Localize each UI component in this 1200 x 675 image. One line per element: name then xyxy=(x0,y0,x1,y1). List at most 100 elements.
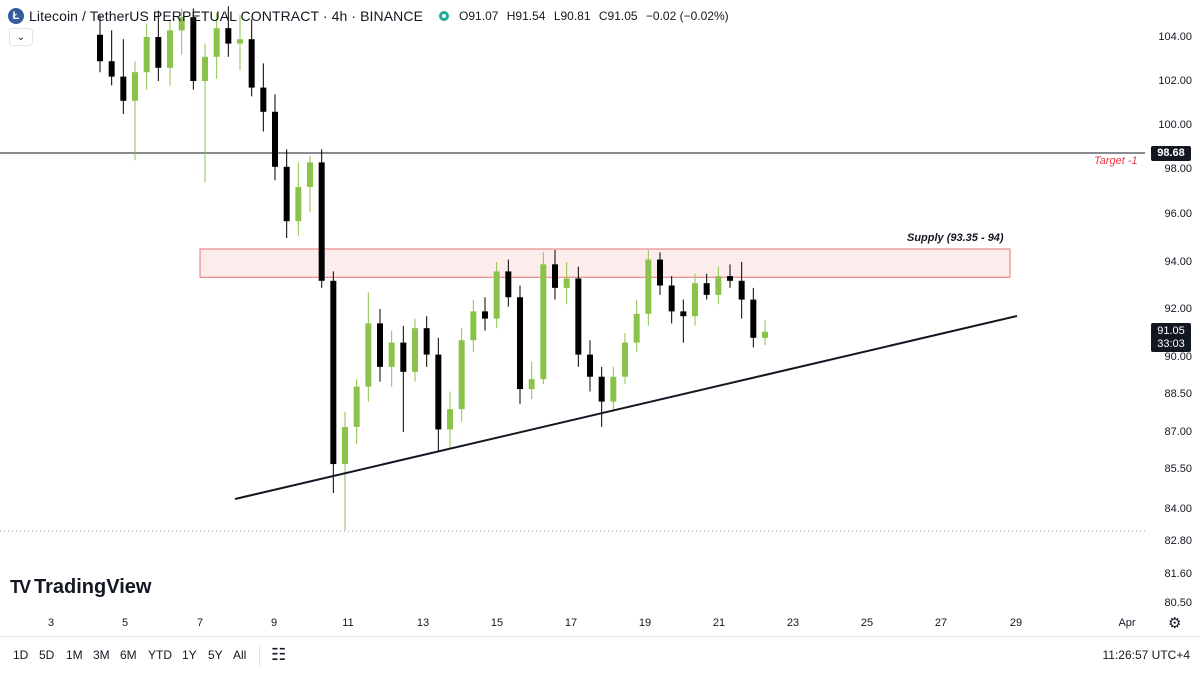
range-1m-button[interactable]: 1M xyxy=(66,648,83,662)
time-tick-label: 7 xyxy=(196,617,204,629)
tradingview-mark-icon: TV xyxy=(10,577,31,597)
toolbar-divider xyxy=(259,646,260,666)
candle-up xyxy=(143,37,150,73)
candle-up xyxy=(692,283,698,317)
price-tick-label: 98.00 xyxy=(1164,163,1192,175)
candle-up xyxy=(610,376,617,402)
candle-down xyxy=(225,28,232,44)
close-value: C91.05 xyxy=(598,9,638,23)
time-tick-label: 25 xyxy=(860,617,874,629)
candle-down xyxy=(260,87,267,112)
bar-countdown: 33:03 xyxy=(1157,338,1185,350)
candle-down xyxy=(680,311,687,317)
bottom-toolbar: 1D 5D 1M 3M 6M YTD 1Y 5Y All ☷ 11:26:57 … xyxy=(0,636,1200,675)
gear-icon[interactable]: ⚙ xyxy=(1168,615,1182,632)
range-3m-button[interactable]: 3M xyxy=(93,648,110,662)
candle-down xyxy=(423,328,430,355)
chart-pane[interactable] xyxy=(0,0,1145,610)
candle-down xyxy=(505,271,512,298)
candle-up xyxy=(458,340,465,410)
candle-up xyxy=(342,426,348,465)
candle-up xyxy=(202,56,208,81)
candle-down xyxy=(738,280,745,300)
time-tick-label: 13 xyxy=(416,617,430,629)
candle-down xyxy=(377,323,383,367)
high-value: H91.54 xyxy=(506,9,546,23)
candle-up xyxy=(132,72,138,101)
candle-down xyxy=(587,354,593,377)
ohlc-readout: O91.07 H91.54 L90.81 C91.05 −0.02 (−0.02… xyxy=(459,9,734,23)
last-price-value: 91.05 xyxy=(1157,325,1185,337)
low-value: L90.81 xyxy=(553,9,591,23)
supply-zone-rect xyxy=(199,248,1011,278)
range-1y-button[interactable]: 1Y xyxy=(182,648,197,662)
last-price-badge: 91.05 33:03 xyxy=(1151,323,1191,352)
candle-up xyxy=(622,342,628,377)
price-tick-label: 92.00 xyxy=(1164,303,1192,315)
level-price-label: 98.68 xyxy=(1151,146,1191,161)
price-axis[interactable]: 104.00 102.00 100.00 98.00 96.00 94.00 92.00 90… xyxy=(1145,0,1200,610)
candle-up xyxy=(412,328,418,372)
open-value: O91.07 xyxy=(459,9,499,23)
price-tick-label: 84.00 xyxy=(1164,503,1192,515)
candle-up xyxy=(237,39,243,44)
time-tick-label: 3 xyxy=(47,617,55,629)
range-1d-button[interactable]: 1D xyxy=(13,648,29,662)
candle-down xyxy=(668,285,675,312)
calendar-range-icon[interactable]: ☷ xyxy=(271,645,287,664)
time-tick-label: 19 xyxy=(638,617,652,629)
time-tick-label: Apr xyxy=(1118,617,1136,629)
litecoin-logo-icon: Ł xyxy=(8,8,24,24)
price-tick-label: 104.00 xyxy=(1158,31,1192,43)
candle-down xyxy=(703,283,710,295)
tradingview-logo[interactable]: TV TradingView xyxy=(10,576,151,599)
candle-up xyxy=(645,259,652,314)
candle-down xyxy=(517,297,523,390)
time-tick-label: 9 xyxy=(270,617,278,629)
price-tick-label: 90.00 xyxy=(1164,351,1192,363)
clock-timezone[interactable]: 11:26:57 UTC+4 xyxy=(1102,648,1191,662)
candle-up xyxy=(715,276,722,295)
supply-zone-label[interactable]: Supply (93.35 - 94) xyxy=(907,232,1004,244)
candle-down xyxy=(482,311,488,319)
candle-up xyxy=(178,17,185,31)
candle-down xyxy=(190,17,197,81)
candle-up xyxy=(540,264,547,380)
symbol-title[interactable]: Litecoin / TetherUS PERPETUAL CONTRACT ·… xyxy=(29,8,424,24)
price-tick-label: 88.50 xyxy=(1164,388,1192,400)
range-6m-button[interactable]: 6M xyxy=(120,648,137,662)
price-tick-label: 100.00 xyxy=(1158,119,1192,131)
time-axis[interactable]: 3 5 7 9 11 13 15 17 19 21 23 25 27 29 Apr xyxy=(0,610,1200,636)
candlestick-chart[interactable] xyxy=(0,0,1145,610)
chevron-down-icon: ⌄ xyxy=(16,31,26,43)
candle-down xyxy=(155,37,162,68)
range-all-button[interactable]: All xyxy=(233,648,247,662)
candle-up xyxy=(213,28,220,57)
time-tick-label: 27 xyxy=(934,617,948,629)
candle-down xyxy=(318,162,325,281)
candle-up xyxy=(470,311,477,341)
range-5d-button[interactable]: 5D xyxy=(39,648,55,662)
collapse-legend-button[interactable]: ⌄ xyxy=(9,28,33,46)
candle-down xyxy=(330,280,337,465)
market-status-icon[interactable] xyxy=(439,11,450,21)
time-tick-label: 5 xyxy=(121,617,129,629)
candle-up xyxy=(295,187,302,222)
target-label[interactable]: Target -1 xyxy=(1094,155,1138,167)
candle-up xyxy=(307,162,313,187)
candle-up xyxy=(447,409,453,430)
candle-up xyxy=(563,278,570,288)
price-tick-label: 96.00 xyxy=(1164,208,1192,220)
candle-down xyxy=(400,342,407,372)
range-5y-button[interactable]: 5Y xyxy=(208,648,223,662)
candle-down xyxy=(727,276,733,281)
candle-down xyxy=(120,76,127,101)
candle-down xyxy=(750,299,757,338)
range-ytd-button[interactable]: YTD xyxy=(148,648,172,662)
candle-down xyxy=(283,166,290,222)
chart-header: Ł Litecoin / TetherUS PERPETUAL CONTRACT… xyxy=(8,6,734,26)
candle-down xyxy=(435,354,442,430)
price-tick-label: 82.80 xyxy=(1164,535,1192,547)
candle-down xyxy=(108,61,115,77)
candle-up xyxy=(528,379,535,390)
